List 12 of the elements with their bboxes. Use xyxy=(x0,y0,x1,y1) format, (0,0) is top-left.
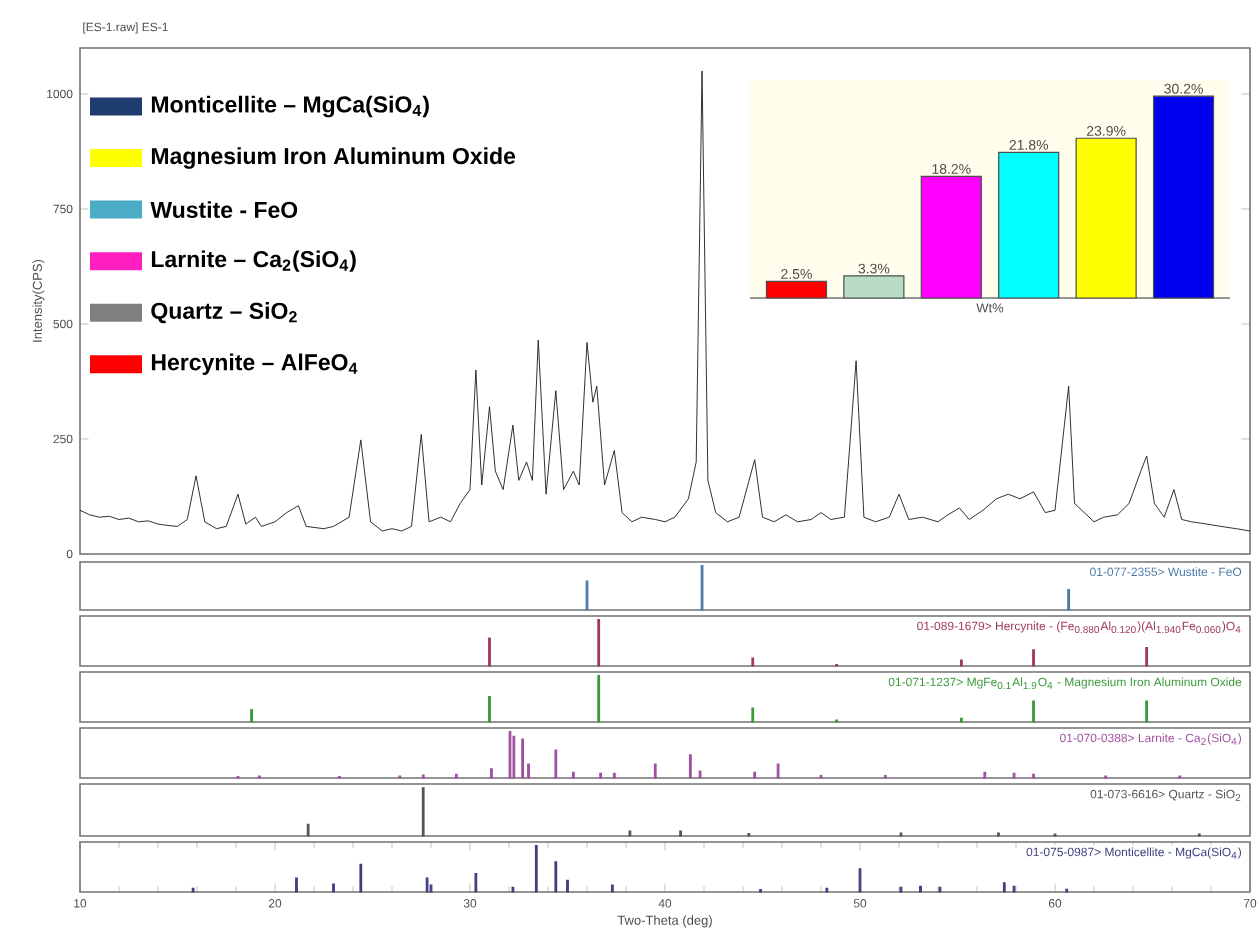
category-label: Monticellite – MgCa(SiO$_{4}$) xyxy=(151,95,429,118)
category-label: Magnesium Iron Aluminum Oxide xyxy=(151,147,516,169)
bar xyxy=(1075,137,1137,299)
bar xyxy=(765,280,828,299)
bar xyxy=(998,151,1060,299)
category-label: Wustite - FeO xyxy=(150,201,298,219)
bar xyxy=(843,275,905,299)
category-label: Larnite – Ca$_{2}$(SiO$_{4}$) xyxy=(151,250,356,272)
category-label: Quartz – SiO$_{2}$ xyxy=(151,302,297,324)
bar xyxy=(920,175,982,299)
category-label: Hercynite – AlFeO$_{4}$ xyxy=(151,353,358,375)
bar xyxy=(1152,95,1215,299)
